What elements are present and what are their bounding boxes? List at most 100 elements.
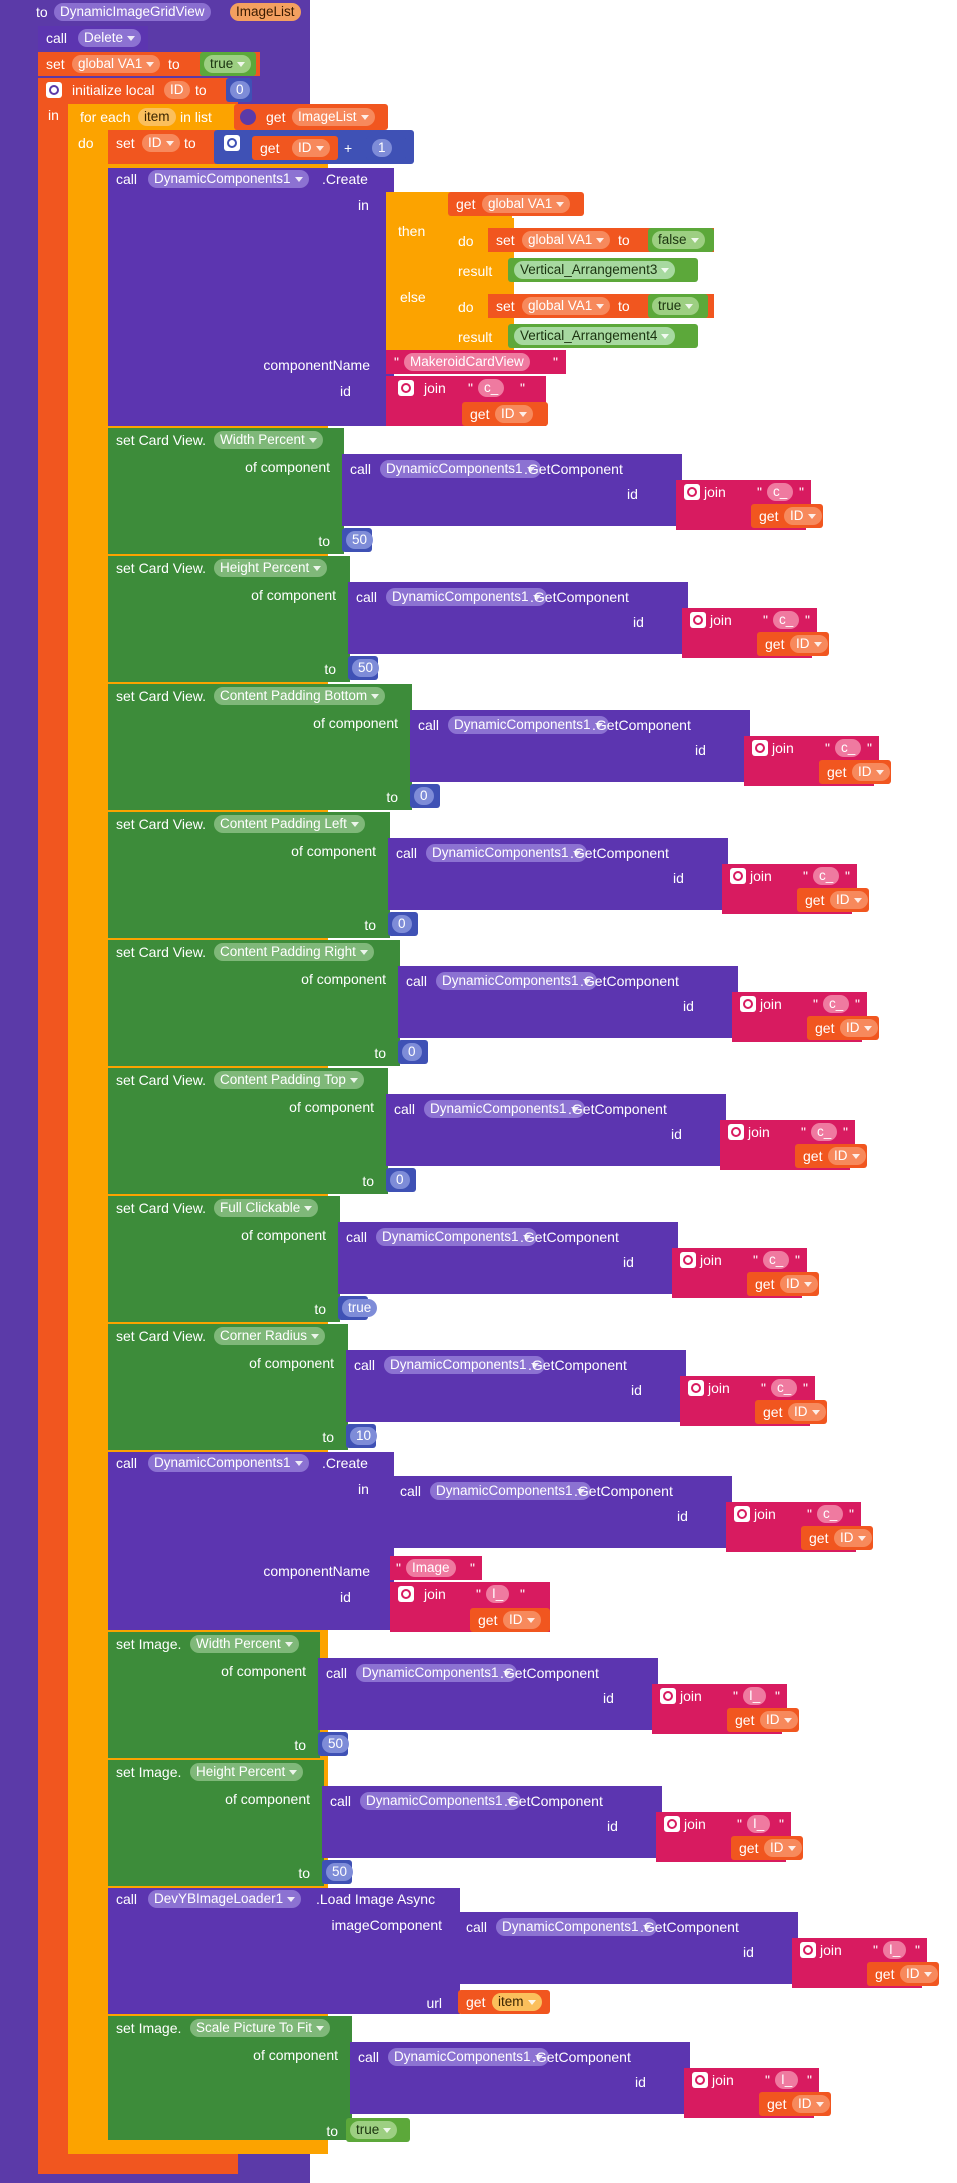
text-value[interactable]: I_ (747, 1815, 771, 1833)
gear-icon[interactable] (688, 1380, 704, 1396)
variable-dropdown[interactable]: ID (790, 635, 828, 653)
text-value[interactable]: c_ (773, 611, 800, 629)
variable-dropdown[interactable]: ID (828, 1147, 866, 1165)
component-dropdown[interactable]: DynamicComponents1 (436, 972, 597, 990)
parameter-field[interactable]: ImageList (230, 3, 301, 21)
variable-dropdown[interactable]: ID (900, 1965, 938, 1983)
logic-dropdown[interactable]: true (652, 297, 700, 315)
component-dropdown[interactable]: Vertical_Arrangement3 (514, 261, 676, 279)
logic-dropdown[interactable]: false (652, 231, 705, 249)
item-field[interactable]: item (138, 108, 176, 126)
gear-icon[interactable] (660, 1688, 676, 1704)
set-card-view-block[interactable] (108, 1068, 388, 1194)
number-field[interactable]: true (342, 1299, 378, 1317)
variable-dropdown[interactable]: global VA1 (522, 231, 611, 249)
component-dropdown[interactable]: DynamicComponents1 (496, 1918, 657, 1936)
property-dropdown[interactable]: Height Percent (190, 1763, 304, 1781)
procedure-name-field[interactable]: DynamicImageGridView (54, 3, 211, 21)
variable-dropdown[interactable]: ID (760, 1711, 798, 1729)
set-card-view-block[interactable] (108, 684, 412, 810)
gear-icon[interactable] (740, 996, 756, 1012)
variable-dropdown[interactable]: ID (503, 1611, 541, 1629)
number-field[interactable]: 0 (230, 81, 250, 99)
component-dropdown[interactable]: DynamicComponents1 (376, 1228, 537, 1246)
variable-dropdown[interactable]: ID (852, 763, 890, 781)
text-value[interactable]: c_ (767, 483, 794, 501)
component-dropdown[interactable]: DynamicComponents1 (426, 844, 587, 862)
variable-dropdown[interactable]: ID (840, 1019, 878, 1037)
variable-dropdown[interactable]: ID (784, 507, 822, 525)
set-card-view-block[interactable] (108, 556, 350, 682)
number-field[interactable]: 50 (346, 531, 374, 549)
text-value[interactable]: c_ (811, 1123, 838, 1141)
number-field[interactable]: 0 (392, 915, 412, 933)
property-dropdown[interactable]: Content Padding Bottom (214, 687, 386, 705)
gear-icon[interactable] (398, 380, 414, 396)
component-dropdown[interactable]: DynamicComponents1 (386, 588, 547, 606)
gear-icon[interactable] (728, 1124, 744, 1140)
create-image-block[interactable] (108, 1452, 394, 1630)
gear-icon[interactable] (398, 1586, 414, 1602)
component-dropdown[interactable]: DynamicComponents1 (388, 2048, 549, 2066)
variable-dropdown[interactable]: ID (834, 1529, 872, 1547)
component-dropdown[interactable]: Vertical_Arrangement4 (514, 327, 676, 345)
gear-icon[interactable] (692, 2072, 708, 2088)
component-dropdown[interactable]: DynamicComponents1 (384, 1356, 545, 1374)
gear-icon[interactable] (752, 740, 768, 756)
text-value[interactable]: c_ (478, 379, 505, 397)
gear-icon[interactable] (46, 82, 62, 98)
variable-dropdown[interactable]: global VA1 (72, 55, 161, 73)
text-value[interactable]: c_ (771, 1379, 798, 1397)
component-dropdown[interactable]: DevYBImageLoader1 (148, 1890, 302, 1908)
variable-dropdown[interactable]: ID (764, 1839, 802, 1857)
component-dropdown[interactable]: DynamicComponents1 (360, 1792, 521, 1810)
set-card-view-block[interactable] (108, 1196, 340, 1322)
variable-dropdown[interactable]: global VA1 (482, 195, 571, 213)
question-icon[interactable] (240, 109, 256, 125)
set-card-view-block[interactable] (108, 1324, 348, 1450)
property-dropdown[interactable]: Content Padding Left (214, 815, 365, 833)
property-dropdown[interactable]: Full Clickable (214, 1199, 319, 1217)
variable-dropdown[interactable]: ImageList (292, 108, 375, 126)
property-dropdown[interactable]: Width Percent (214, 431, 323, 449)
gear-icon[interactable] (690, 612, 706, 628)
variable-dropdown[interactable]: ID (792, 2095, 830, 2113)
logic-dropdown[interactable]: true (204, 55, 252, 73)
number-field[interactable]: 0 (402, 1043, 422, 1061)
number-field[interactable]: 10 (350, 1427, 378, 1445)
component-dropdown[interactable]: DynamicComponents1 (424, 1100, 585, 1118)
set-image-block[interactable] (108, 1760, 324, 1886)
component-dropdown[interactable]: DynamicComponents1 (148, 1454, 309, 1472)
property-dropdown[interactable]: Content Padding Right (214, 943, 374, 961)
logic-dropdown[interactable]: true (350, 2121, 398, 2139)
variable-dropdown[interactable]: item (492, 1993, 542, 2011)
gear-icon[interactable] (730, 868, 746, 884)
set-card-view-block[interactable] (108, 940, 400, 1066)
text-value[interactable]: c_ (823, 995, 850, 1013)
number-field[interactable]: 0 (390, 1171, 410, 1189)
text-value[interactable]: MakeroidCardView (404, 353, 530, 371)
set-card-view-block[interactable] (108, 812, 390, 938)
text-value[interactable]: c_ (813, 867, 840, 885)
variable-dropdown[interactable]: ID (788, 1403, 826, 1421)
text-value[interactable]: I_ (486, 1585, 510, 1603)
create-cardview-block[interactable] (108, 168, 394, 426)
text-value[interactable]: c_ (817, 1505, 844, 1523)
text-value[interactable]: Image (406, 1559, 456, 1577)
variable-dropdown[interactable]: ID (142, 134, 180, 152)
text-value[interactable]: I_ (743, 1687, 767, 1705)
component-dropdown[interactable]: DynamicComponents1 (148, 170, 309, 188)
component-dropdown[interactable]: DynamicComponents1 (356, 1664, 517, 1682)
text-value[interactable]: I_ (775, 2071, 799, 2089)
number-field[interactable]: 50 (326, 1863, 354, 1881)
number-field[interactable]: 1 (372, 139, 392, 157)
property-dropdown[interactable]: Content Padding Top (214, 1071, 364, 1089)
gear-icon[interactable] (680, 1252, 696, 1268)
number-field[interactable]: 0 (414, 787, 434, 805)
gear-icon[interactable] (800, 1942, 816, 1958)
gear-icon[interactable] (684, 484, 700, 500)
number-field[interactable]: 50 (352, 659, 380, 677)
property-dropdown[interactable]: Height Percent (214, 559, 328, 577)
property-dropdown[interactable]: Scale Picture To Fit (190, 2019, 331, 2037)
